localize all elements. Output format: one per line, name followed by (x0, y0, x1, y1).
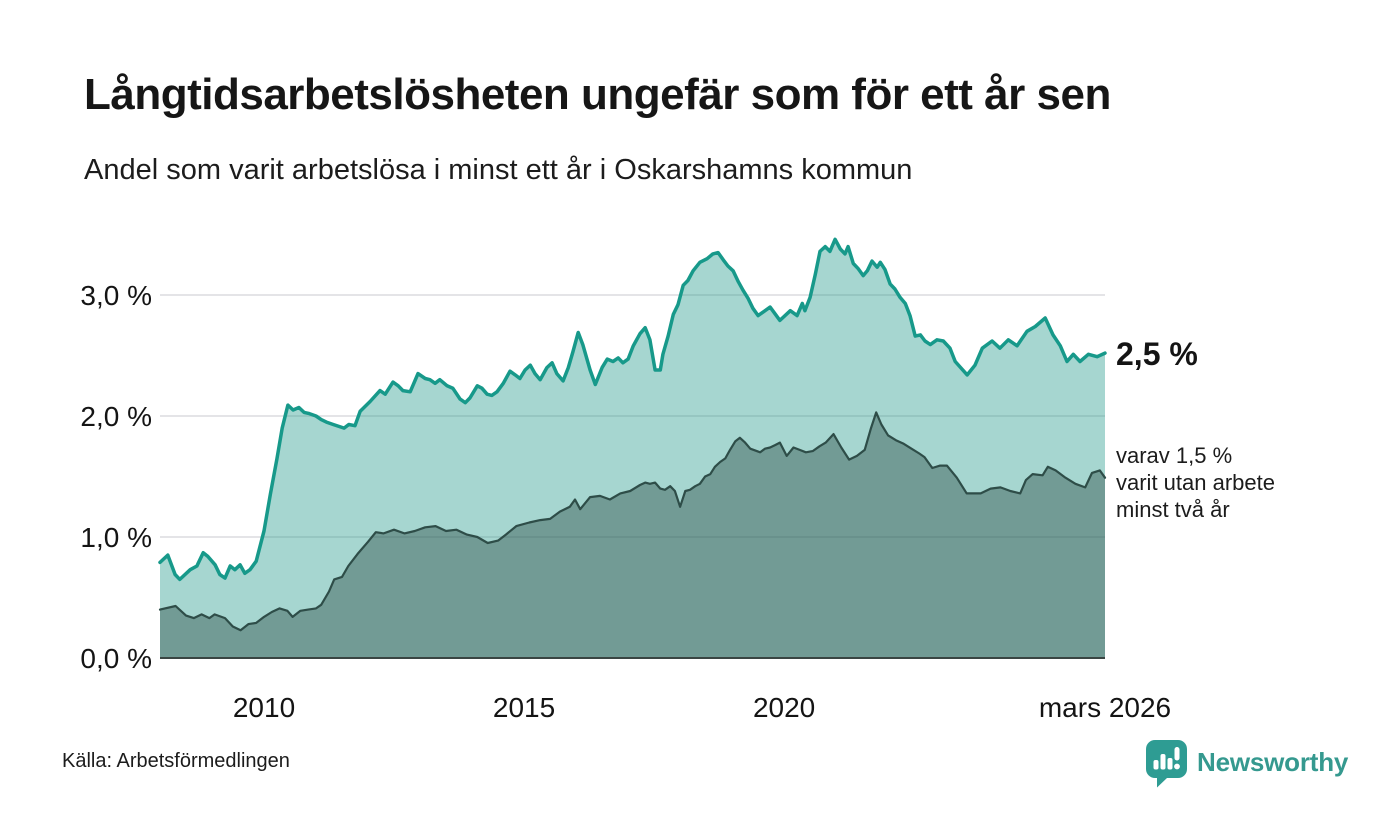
newsworthy-wordmark: Newsworthy (1197, 747, 1349, 777)
series-area-two-years (160, 412, 1105, 658)
annotation-two-year-share: varav 1,5 % varit utan arbete minst två … (1116, 443, 1275, 522)
series-line-two-years (158, 411, 1107, 632)
x-tick-label: 2015 (493, 692, 555, 723)
page-title: Långtidsarbetslösheten ungefär som för e… (84, 70, 1111, 119)
x-tick-label: 2010 (233, 692, 295, 723)
y-tick-label: 3,0 % (80, 280, 152, 311)
y-tick-label: 0,0 % (80, 643, 152, 674)
annotation-latest-total: 2,5 % (1116, 336, 1198, 372)
series-area-total (160, 239, 1105, 659)
y-tick-label: 2,0 % (80, 401, 152, 432)
source-note: Källa: Arbetsförmedlingen (62, 750, 290, 772)
newsworthy-logo: Newsworthy (1146, 740, 1348, 788)
x-tick-label: mars 2026 (1039, 692, 1171, 723)
chart-subtitle: Andel som varit arbetslösa i minst ett å… (84, 154, 913, 186)
series-line-total (158, 237, 1107, 582)
y-tick-label: 1,0 % (80, 522, 152, 553)
x-tick-label: 2020 (753, 692, 815, 723)
newsworthy-logo-icon (1146, 740, 1187, 788)
